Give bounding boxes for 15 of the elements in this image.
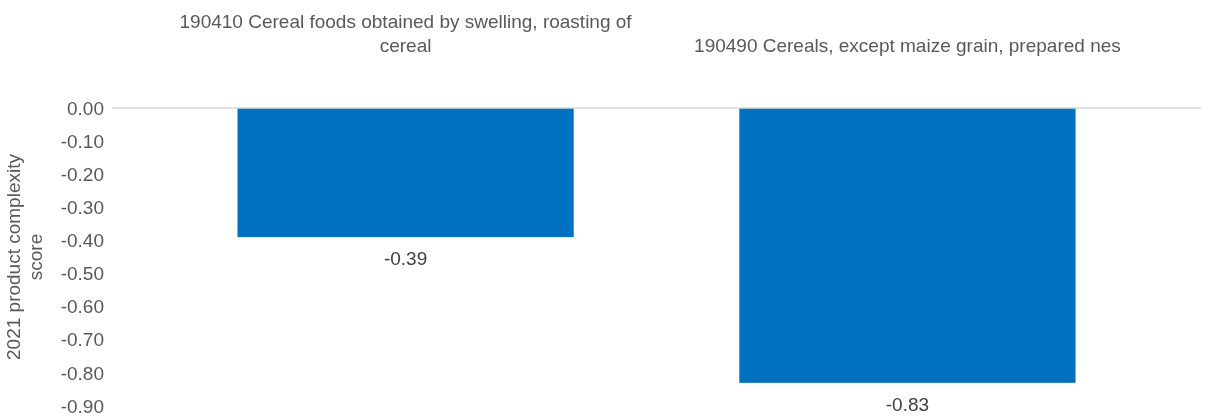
y-axis-title: 2021 product complexity score — [3, 153, 46, 360]
y-tick-label: -0.80 — [60, 362, 104, 384]
y-tick-label: -0.60 — [60, 296, 104, 318]
y-tick-label: 0.00 — [67, 97, 104, 119]
y-tick-label: -0.90 — [60, 395, 104, 417]
data-label: -0.83 — [885, 393, 930, 415]
y-tick-label: -0.70 — [60, 329, 104, 351]
x-tick-label: 190490 Cereals, except maize grain, prepared nes — [694, 35, 1121, 56]
x-tick-label: 190410 Cereal foods obtained by swelling, roasting of cereal — [179, 11, 633, 56]
y-tick-label: -0.40 — [60, 230, 104, 252]
y-tick-label: -0.30 — [60, 196, 104, 218]
y-tick-label: -0.10 — [60, 130, 104, 152]
data-label: -0.39 — [383, 248, 428, 270]
y-tick-label: -0.50 — [60, 263, 104, 285]
y-tick-label: -0.20 — [60, 163, 104, 185]
